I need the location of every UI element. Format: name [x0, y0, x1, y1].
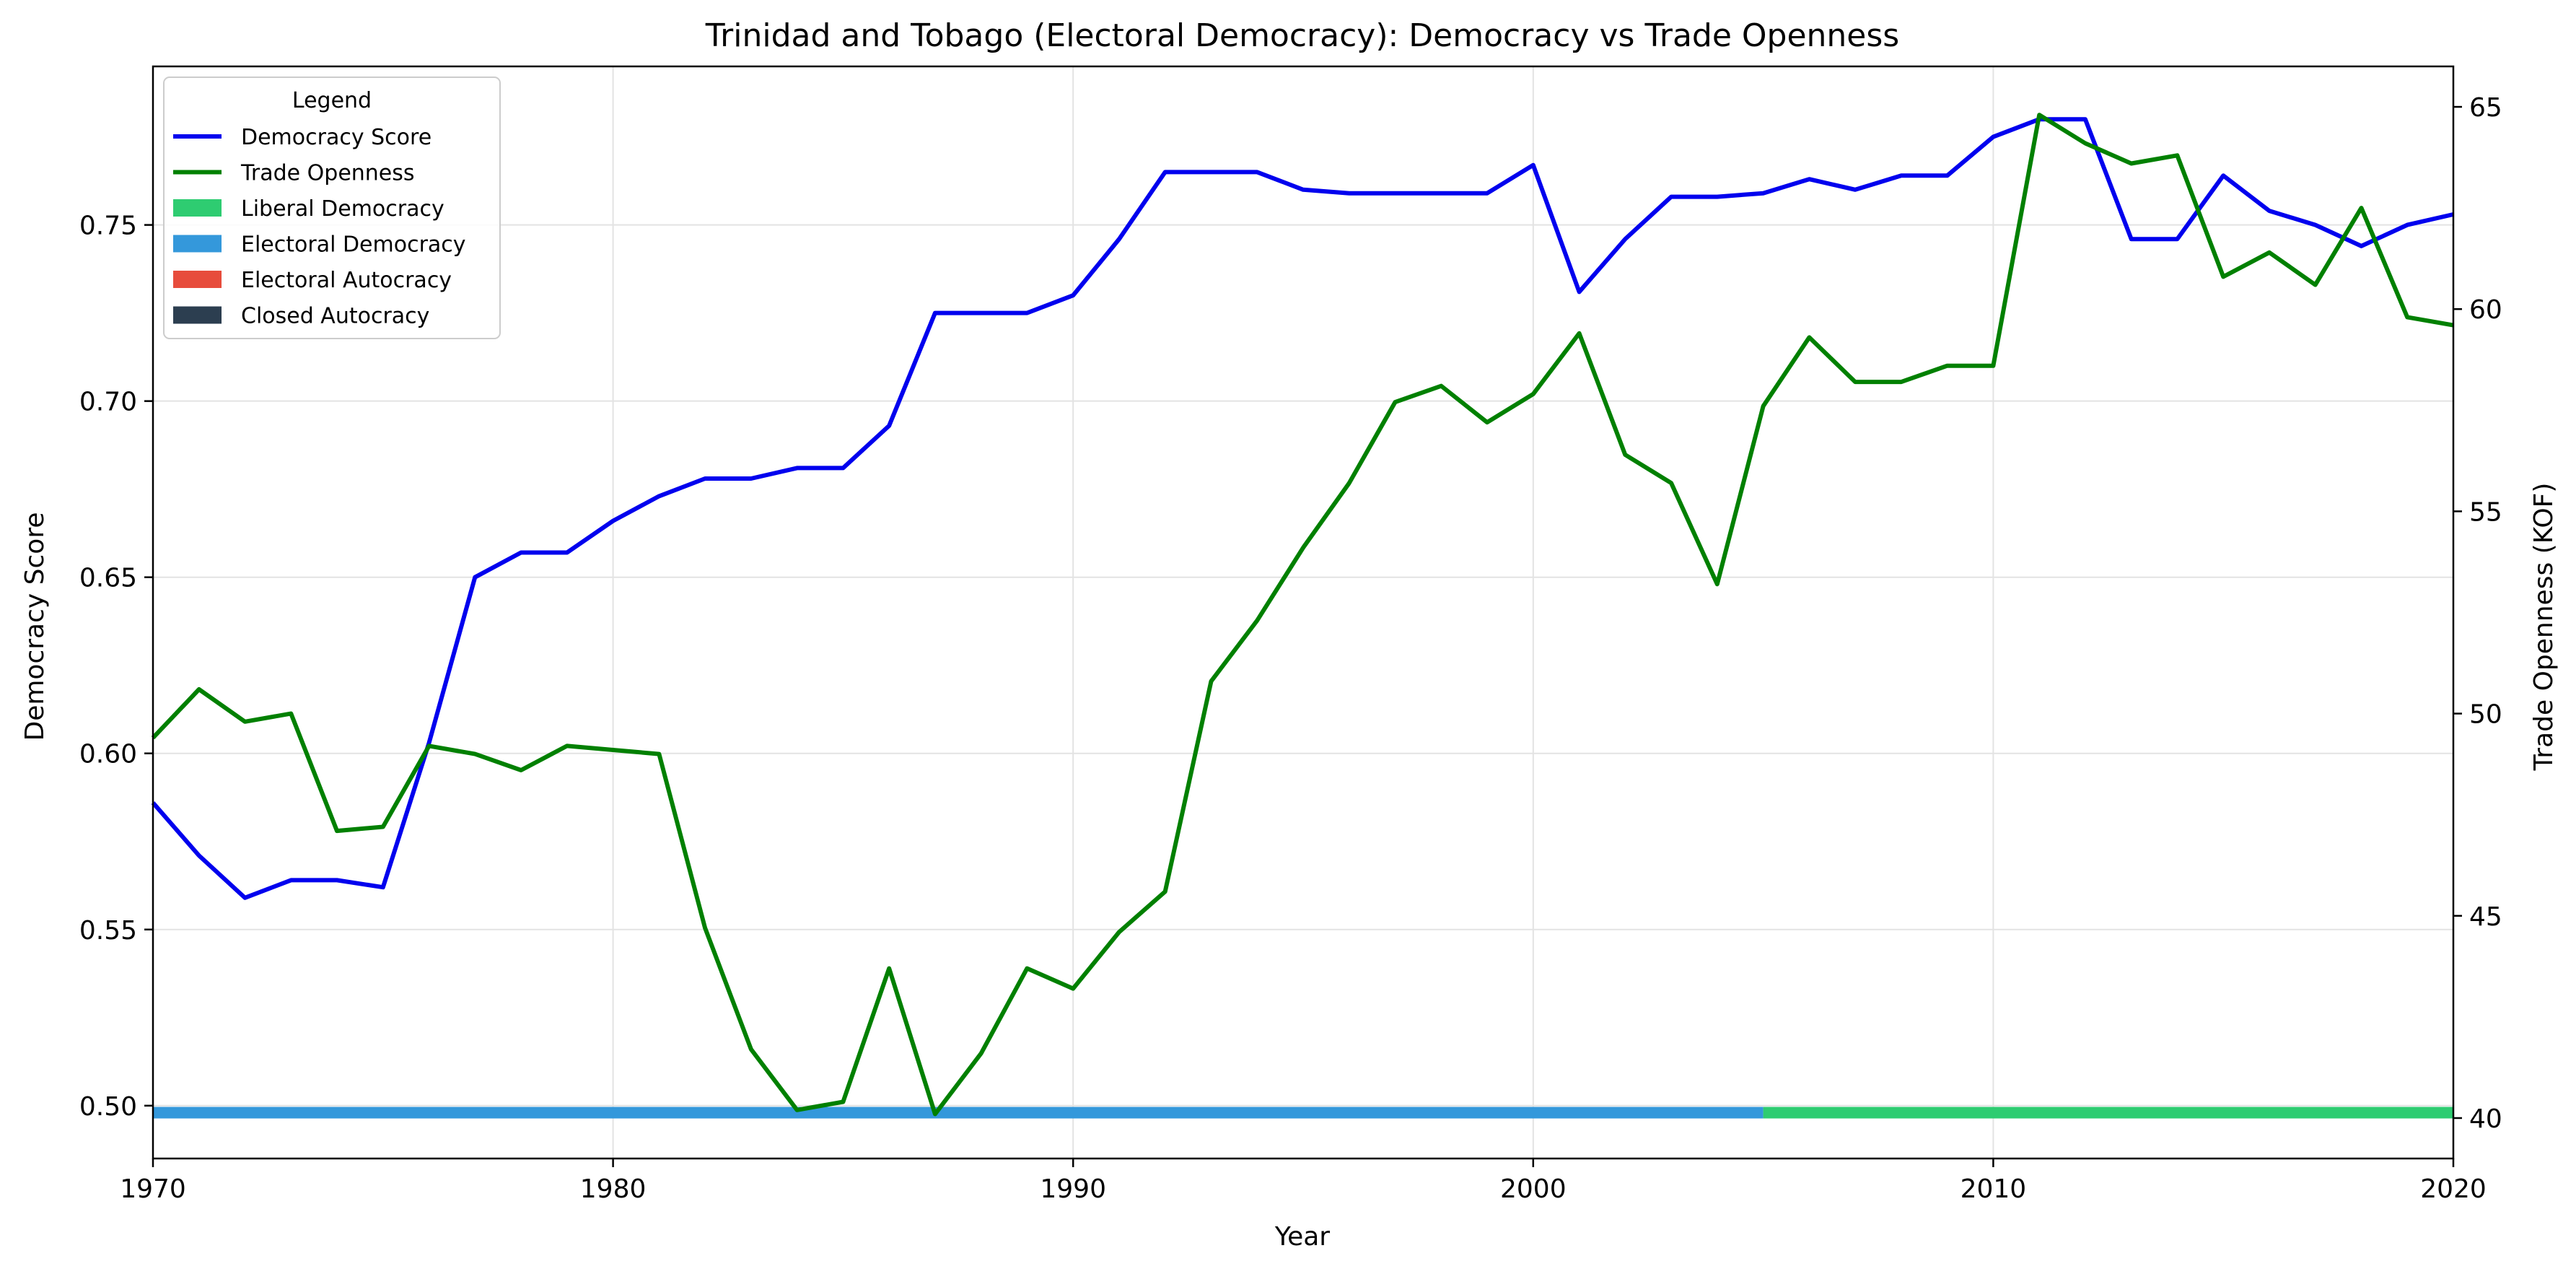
x-tick-label: 1970 [120, 1174, 186, 1204]
legend-entry-label: Electoral Democracy [241, 232, 466, 258]
x-tick-label: 1980 [580, 1174, 647, 1204]
legend-entry-label: Democracy Score [241, 125, 431, 150]
y-right-tick-label: 65 [2469, 93, 2502, 123]
legend-patch-swatch [173, 306, 222, 324]
y-axis-left-label: Democracy Score [20, 512, 50, 741]
x-tick-label: 1990 [1040, 1174, 1106, 1204]
legend: Legend Democracy Score Trade Openness Liber… [163, 77, 501, 339]
y-right-tick-label: 40 [2469, 1104, 2502, 1134]
y-left-tick-label: 0.55 [79, 916, 137, 946]
y-right-tick-label: 50 [2469, 700, 2502, 730]
legend-entry-label: Trade Openness [240, 161, 415, 186]
y-left-tick-label: 0.70 [79, 388, 137, 417]
y-axis-right-label: Trade Openness (KOF) [2529, 483, 2559, 772]
legend-patch-swatch [173, 199, 222, 217]
y-left-tick-label: 0.65 [79, 564, 137, 593]
legend-entry-label: Electoral Autocracy [241, 268, 452, 293]
x-tick-label: 2020 [2420, 1174, 2487, 1204]
x-tick-label: 2000 [1500, 1174, 1567, 1204]
y-right-tick-label: 60 [2469, 295, 2502, 325]
y-left-tick-label: 0.60 [79, 740, 137, 769]
series-line-democracy-score [151, 117, 2454, 900]
y-right-tick-label: 55 [2469, 497, 2502, 527]
series-line-trade-openness [151, 113, 2454, 1117]
x-tick-label: 2010 [1961, 1174, 2027, 1204]
chart-title: Trinidad and Tobago (Electoral Democracy… [705, 17, 1899, 54]
x-axis-label: Year [1274, 1222, 1330, 1252]
legend-box [163, 77, 501, 339]
legend-patch-swatch [173, 235, 222, 253]
legend-entry-label: Liberal Democracy [241, 196, 444, 222]
y-right-tick-label: 45 [2469, 902, 2502, 932]
legend-entry-label: Closed Autocracy [241, 304, 429, 329]
plot-frame [152, 65, 2455, 1160]
y-left-tick-label: 0.75 [79, 211, 137, 241]
y-left-tick-label: 0.50 [79, 1092, 137, 1122]
legend-patch-swatch [173, 271, 222, 288]
plot-area: 1970 1980 1990 2000 2010 2020 0.50 0.55 0.60 0.65… [79, 65, 2502, 1204]
legend-title: Legend [292, 88, 372, 113]
